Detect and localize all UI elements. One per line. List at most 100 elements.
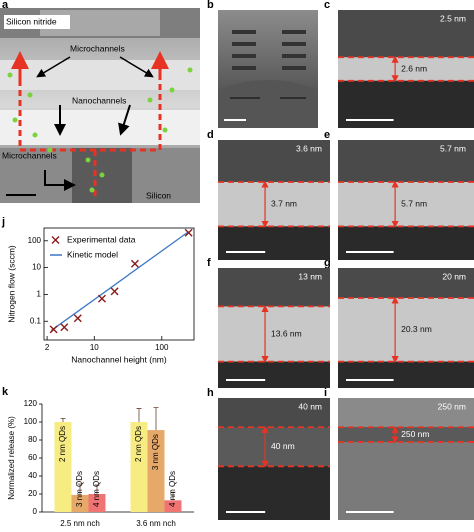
- data-point: [97, 294, 106, 303]
- annotation: Nanochannels: [72, 95, 126, 105]
- error-bar: [60, 417, 66, 422]
- data-point: [184, 228, 193, 237]
- tem-substrate: [338, 226, 474, 260]
- tem-substrate: [218, 361, 330, 388]
- panel-b-image: [218, 10, 318, 128]
- x-tick-label: 2: [45, 343, 50, 352]
- panel-label: k: [2, 386, 9, 398]
- error-bar: [77, 483, 83, 495]
- bar: [164, 500, 182, 512]
- tem-top-layer: [338, 10, 474, 58]
- bar: [130, 422, 148, 512]
- series-label: 2 nm QDs: [134, 426, 143, 462]
- y-tick-label: 1: [37, 290, 42, 299]
- annotation: Silicon nitride: [6, 16, 57, 26]
- panel-label: f: [207, 257, 211, 269]
- error-bar: [136, 408, 142, 422]
- tem-panel: 5.7 nm 5.7 nm: [338, 140, 474, 260]
- tem-panel: 40 nm 40 nm: [218, 398, 330, 520]
- x-tick-label: 10: [90, 343, 99, 352]
- height-label: 250 nm: [438, 401, 466, 411]
- annotation: Silicon: [146, 190, 171, 200]
- panel-label: a: [2, 0, 9, 11]
- tem-top-layer: [338, 398, 474, 428]
- tem-channel: [338, 298, 474, 362]
- tem-top-layer: [338, 268, 474, 298]
- tem-channel: [218, 306, 330, 362]
- height-label: 2.5 nm: [440, 13, 466, 23]
- data-point: [130, 259, 139, 268]
- annotation: Microchannels: [2, 150, 57, 160]
- tem-top-layer: [338, 140, 474, 182]
- data-point: [60, 323, 69, 332]
- tem-substrate: [218, 226, 330, 260]
- error-bar: [170, 491, 176, 501]
- tem-channel: [338, 427, 474, 442]
- y-tick-label: 60: [28, 453, 37, 462]
- panel-label: j: [1, 216, 5, 228]
- bar: [147, 430, 165, 512]
- error-bar: [153, 407, 159, 431]
- annotation: Microchannels: [70, 43, 125, 53]
- y-axis-label: Normalized release (%): [7, 416, 16, 500]
- y-tick-label: 40: [28, 471, 37, 480]
- tem-panel: 2.5 nm 2.6 nm: [338, 10, 474, 128]
- series-label: 4 nm QDs: [168, 471, 177, 507]
- y-axis-label: Nitrogen flow (sccm): [6, 245, 16, 323]
- x-tick-label: 2.5 nm nch: [60, 519, 100, 528]
- panel-label: c: [324, 0, 330, 11]
- tem-channel: [218, 182, 330, 227]
- tem-substrate: [338, 441, 474, 520]
- height-label: 13 nm: [298, 271, 322, 281]
- legend-label: Experimental data: [67, 234, 136, 244]
- series-label: 3 nm QDs: [151, 434, 160, 470]
- height-label: 20 nm: [442, 271, 466, 281]
- legend-label: Kinetic model: [67, 249, 118, 259]
- tem-panel: 250 nm 250 nm: [338, 398, 474, 520]
- measured-label: 20.3 nm: [401, 324, 432, 334]
- tem-panel: 3.6 nm 3.7 nm: [218, 140, 330, 260]
- data-point: [73, 314, 82, 323]
- error-bar: [94, 484, 100, 494]
- y-tick-label: 0: [33, 507, 38, 516]
- y-tick-label: 20: [28, 489, 37, 498]
- panel-label: h: [207, 387, 214, 399]
- bar: [88, 494, 106, 512]
- height-label: 5.7 nm: [440, 143, 466, 153]
- tem-top-layer: [218, 398, 330, 428]
- series-label: 2 nm QDs: [58, 426, 67, 462]
- y-tick-label: 10: [32, 263, 41, 272]
- tem-channel: [338, 57, 474, 81]
- y-tick-label: 100: [28, 236, 42, 245]
- tem-top-layer: [218, 140, 330, 182]
- panel-label: d: [207, 129, 214, 141]
- tem-panel: 20 nm 20.3 nm: [338, 268, 474, 388]
- bar: [54, 422, 72, 512]
- x-tick-label: 3.6 nm nch: [136, 519, 176, 528]
- panel-label: b: [207, 0, 214, 11]
- panel-a-image: [0, 8, 200, 203]
- x-axis-label: Nanochannel height (nm): [71, 354, 167, 364]
- model-line: [50, 231, 190, 332]
- measured-label: 13.6 nm: [271, 328, 302, 338]
- annotation-box: [4, 15, 70, 29]
- tem-channel: [338, 182, 474, 227]
- series-label: 4 nm QDs: [92, 471, 101, 507]
- tem-channel: [218, 427, 330, 467]
- data-point: [110, 287, 119, 296]
- tem-panel: 13 nm 13.6 nm: [218, 268, 330, 388]
- measured-label: 3.7 nm: [271, 198, 297, 208]
- data-point: [49, 325, 58, 334]
- height-label: 3.6 nm: [296, 143, 322, 153]
- series-label: 3 nm QDs: [75, 471, 84, 507]
- tem-substrate: [338, 361, 474, 388]
- y-tick-label: 120: [24, 399, 38, 408]
- panel-label: g: [324, 257, 331, 269]
- panel-label: i: [324, 387, 327, 399]
- legend-swatch: [51, 236, 60, 244]
- measured-label: 40 nm: [271, 441, 295, 451]
- measured-label: 250 nm: [401, 429, 429, 439]
- y-tick-label: 80: [28, 435, 37, 444]
- measured-label: 5.7 nm: [401, 198, 427, 208]
